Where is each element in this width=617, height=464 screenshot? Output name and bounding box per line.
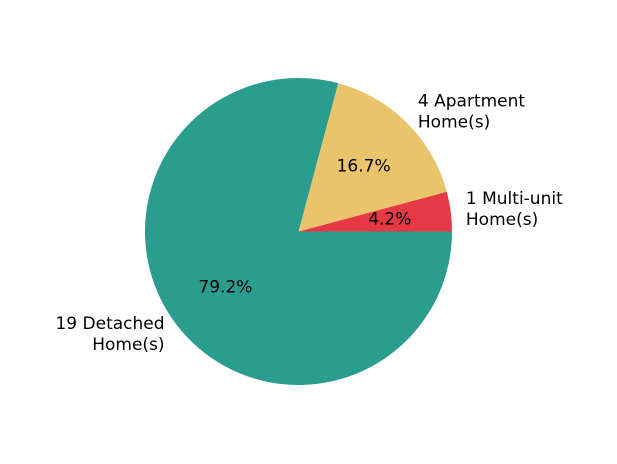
pie-percent-label-2: 79.2% bbox=[198, 278, 252, 298]
pie-category-label-0: 1 Multi-unit Home(s) bbox=[466, 189, 563, 230]
pie-category-label-line: 4 Apartment bbox=[418, 92, 526, 112]
pie-category-label-line: 1 Multi-unit bbox=[466, 189, 563, 209]
pie-category-label-line: 19 Detached bbox=[55, 314, 164, 334]
pie-slice-0 bbox=[298, 191, 452, 232]
pie-category-label-1: 4 Apartment Home(s) bbox=[418, 92, 526, 133]
pie-percent-label-0: 4.2% bbox=[368, 209, 411, 229]
pie-category-label-2: 19 Detached Home(s) bbox=[55, 314, 164, 355]
pie-slice-1 bbox=[298, 83, 447, 232]
pie-category-label-line: Home(s) bbox=[418, 113, 490, 133]
pie-percent-label-1: 16.7% bbox=[337, 156, 391, 176]
pie-category-label-line: Home(s) bbox=[466, 210, 538, 230]
pie-slice-2 bbox=[145, 78, 452, 386]
pie-category-label-line: Home(s) bbox=[92, 335, 164, 355]
